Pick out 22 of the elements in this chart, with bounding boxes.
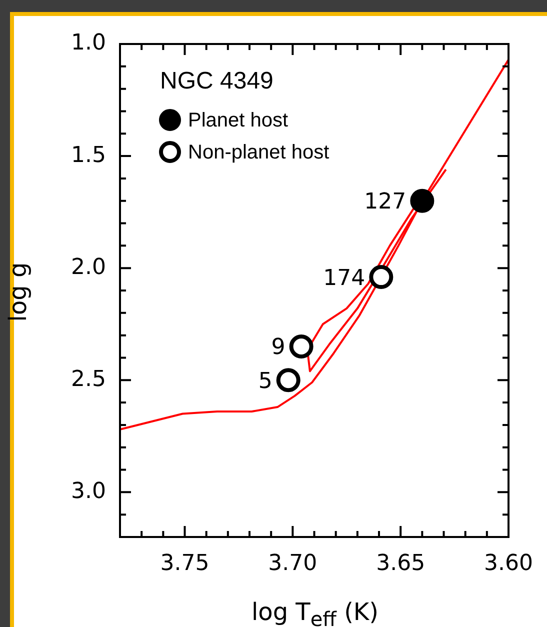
legend-label: Non-planet host <box>188 142 330 164</box>
point <box>410 188 434 213</box>
y-axis-title: log g <box>4 262 32 322</box>
annotation: 174 <box>323 266 366 291</box>
y-tick-label: 1.0 <box>71 30 106 56</box>
x-axis-title: log T$_{eff}$ (K) <box>251 598 379 627</box>
point <box>289 334 314 359</box>
annotation: 127 <box>364 190 406 215</box>
y-tick-label: 2.5 <box>71 366 106 392</box>
y-tick-label: 3.0 <box>71 478 106 504</box>
annotation: 5 <box>258 368 272 394</box>
y-tick-label: 1.5 <box>71 142 106 168</box>
x-tick-label: 3.65 <box>376 550 426 576</box>
annotation: 9 <box>271 335 286 360</box>
y-tick-label: 2.0 <box>71 254 106 280</box>
legend-label: Planet host <box>188 110 289 132</box>
point <box>276 368 300 392</box>
point <box>369 265 394 290</box>
legend-title: NGC 4349 <box>160 68 274 95</box>
x-tick-label: 3.75 <box>160 550 210 576</box>
x-tick-label: 3.70 <box>268 550 318 576</box>
x-tick-label: 3.60 <box>484 550 533 576</box>
